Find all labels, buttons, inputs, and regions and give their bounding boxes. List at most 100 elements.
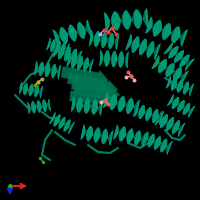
Polygon shape — [99, 102, 101, 114]
Polygon shape — [162, 140, 167, 152]
Polygon shape — [115, 35, 117, 48]
Polygon shape — [139, 136, 142, 142]
Polygon shape — [177, 100, 184, 111]
Polygon shape — [68, 123, 73, 132]
Polygon shape — [136, 39, 139, 51]
Polygon shape — [154, 110, 159, 123]
Polygon shape — [166, 142, 171, 153]
Polygon shape — [50, 42, 52, 48]
Polygon shape — [60, 28, 65, 44]
Polygon shape — [167, 64, 174, 77]
Polygon shape — [113, 51, 115, 67]
Polygon shape — [51, 114, 56, 123]
Polygon shape — [66, 53, 71, 67]
Polygon shape — [185, 59, 193, 69]
Polygon shape — [38, 89, 40, 94]
Polygon shape — [171, 78, 175, 90]
Polygon shape — [179, 54, 189, 67]
Polygon shape — [132, 13, 135, 26]
Polygon shape — [46, 37, 51, 51]
Polygon shape — [180, 55, 186, 64]
Polygon shape — [124, 10, 129, 30]
Polygon shape — [32, 101, 35, 114]
Polygon shape — [163, 42, 195, 71]
Polygon shape — [91, 32, 93, 45]
Polygon shape — [168, 46, 177, 57]
Polygon shape — [77, 52, 81, 64]
Polygon shape — [34, 86, 36, 95]
Polygon shape — [102, 32, 106, 48]
Polygon shape — [71, 55, 75, 68]
Polygon shape — [158, 23, 162, 35]
Polygon shape — [129, 99, 134, 114]
Polygon shape — [170, 121, 174, 129]
Polygon shape — [40, 86, 43, 98]
Polygon shape — [99, 131, 101, 140]
Polygon shape — [158, 140, 161, 148]
Polygon shape — [135, 130, 140, 146]
Polygon shape — [120, 96, 125, 112]
Polygon shape — [98, 34, 100, 45]
Polygon shape — [91, 101, 93, 112]
Polygon shape — [70, 58, 73, 64]
Polygon shape — [119, 96, 124, 112]
Polygon shape — [68, 122, 75, 134]
Polygon shape — [42, 99, 45, 112]
Polygon shape — [75, 54, 78, 60]
Polygon shape — [95, 127, 99, 143]
Polygon shape — [156, 113, 162, 124]
Polygon shape — [172, 97, 178, 108]
Polygon shape — [50, 39, 54, 51]
Polygon shape — [165, 44, 173, 54]
Polygon shape — [163, 23, 170, 40]
Polygon shape — [71, 48, 77, 63]
Polygon shape — [162, 62, 167, 72]
Polygon shape — [183, 103, 190, 115]
Polygon shape — [105, 50, 108, 67]
Polygon shape — [108, 35, 110, 46]
Polygon shape — [165, 24, 171, 40]
Polygon shape — [64, 121, 68, 129]
Polygon shape — [152, 47, 156, 54]
Polygon shape — [70, 48, 76, 63]
Polygon shape — [62, 120, 65, 127]
Polygon shape — [132, 37, 137, 52]
Polygon shape — [74, 57, 77, 67]
Polygon shape — [55, 41, 59, 53]
Polygon shape — [147, 137, 150, 142]
Polygon shape — [86, 19, 92, 37]
Polygon shape — [185, 59, 195, 71]
Polygon shape — [119, 51, 121, 68]
Polygon shape — [135, 100, 140, 116]
Polygon shape — [147, 41, 153, 58]
Polygon shape — [97, 104, 99, 111]
Polygon shape — [153, 20, 161, 37]
Polygon shape — [60, 117, 65, 129]
Polygon shape — [177, 80, 183, 92]
Polygon shape — [185, 82, 189, 94]
Polygon shape — [96, 31, 100, 47]
Polygon shape — [161, 26, 165, 35]
Polygon shape — [116, 34, 119, 50]
Polygon shape — [123, 129, 126, 140]
Polygon shape — [170, 67, 174, 75]
Polygon shape — [126, 52, 129, 68]
Polygon shape — [177, 100, 185, 112]
Polygon shape — [57, 48, 60, 54]
Polygon shape — [73, 50, 77, 63]
Polygon shape — [109, 130, 114, 146]
Polygon shape — [104, 51, 106, 66]
Polygon shape — [58, 45, 62, 58]
Polygon shape — [28, 103, 31, 113]
Polygon shape — [127, 98, 133, 114]
Polygon shape — [142, 108, 145, 117]
Polygon shape — [166, 141, 173, 155]
Polygon shape — [66, 47, 71, 61]
Polygon shape — [173, 67, 181, 81]
Polygon shape — [109, 17, 112, 25]
Polygon shape — [107, 134, 109, 140]
Polygon shape — [144, 133, 149, 144]
Polygon shape — [154, 111, 162, 125]
Polygon shape — [108, 33, 112, 49]
Polygon shape — [110, 54, 112, 63]
